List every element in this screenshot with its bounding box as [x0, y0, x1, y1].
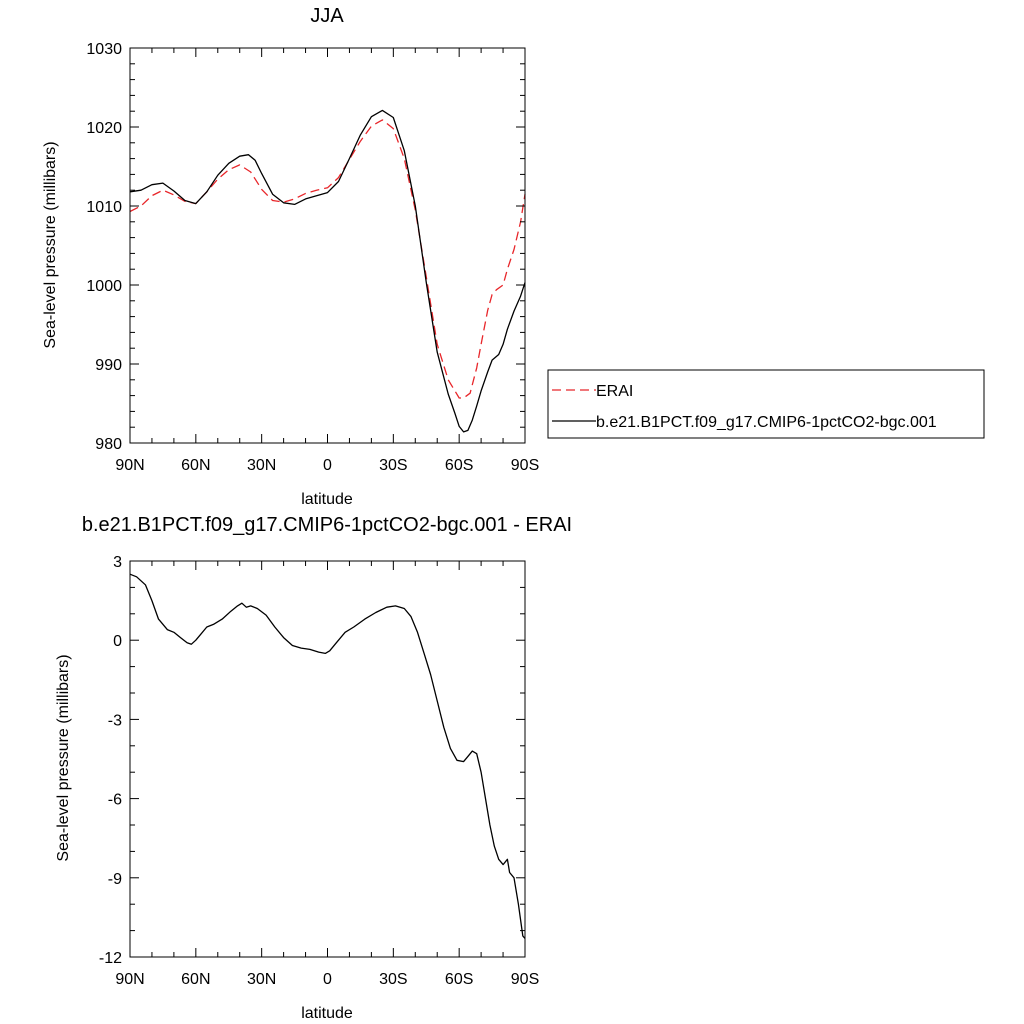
bottom-y-tick-label: 0	[113, 633, 122, 650]
top-y-tick-label: 1000	[86, 278, 122, 295]
top-series-line-1	[129, 109, 526, 433]
bottom-y-axis-label: Sea-level pressure (millibars)	[55, 654, 72, 861]
top-chart-title: JJA	[310, 5, 344, 27]
bottom-x-tick-label: 60N	[181, 971, 210, 988]
bottom-x-tick-label: 30N	[247, 971, 276, 988]
top-x-axis-label: latitude	[301, 491, 353, 508]
top-axes: 90N 60N 30N 0 30S 60S 90S 980 990 1000 1010 1020 103…	[86, 41, 539, 474]
top-x-tick-label: 60N	[181, 457, 210, 474]
bottom-axes: 90N 60N 30N 0 30S 60S 90S -12 -9 -6 -3 0 3	[99, 554, 539, 988]
bottom-x-tick-label: 30S	[379, 971, 407, 988]
bottom-y-tick-label: -6	[108, 792, 122, 809]
top-x-tick-label: 60S	[445, 457, 473, 474]
legend: ERAI b.e21.B1PCT.f09_g17.CMIP6-1pctCO2-b…	[547, 369, 985, 439]
bottom-x-tick-label: 90S	[511, 971, 539, 988]
bottom-panel: b.e21.B1PCT.f09_g17.CMIP6-1pctCO2-bgc.00…	[55, 514, 572, 1022]
legend-model-label: b.e21.B1PCT.f09_g17.CMIP6-1pctCO2-bgc.00…	[596, 414, 937, 431]
bottom-y-tick-label: 3	[113, 554, 122, 571]
top-x-tick-label: 90N	[115, 457, 144, 474]
top-x-tick-label: 90S	[511, 457, 539, 474]
top-x-tick-label: 30S	[379, 457, 407, 474]
bottom-y-tick-label: -3	[108, 712, 122, 729]
top-x-tick-label: 30N	[247, 457, 276, 474]
top-y-tick-label: 1030	[86, 41, 122, 58]
top-y-tick-label: 990	[95, 357, 122, 374]
bottom-y-tick-label: -9	[108, 871, 122, 888]
top-y-tick-label: 980	[95, 436, 122, 453]
bottom-series-line-0	[129, 573, 526, 939]
bottom-chart-title: b.e21.B1PCT.f09_g17.CMIP6-1pctCO2-bgc.00…	[82, 514, 572, 536]
bottom-series-group	[129, 573, 526, 939]
bottom-x-tick-label: 60S	[445, 971, 473, 988]
top-x-tick-label: 0	[323, 457, 332, 474]
top-panel: JJA 90N 60N 30N 0 30S 60S 90S 980 990 1000 1010 102…	[42, 5, 985, 508]
legend-erai-label: ERAI	[596, 383, 633, 400]
top-y-tick-label: 1010	[86, 199, 122, 216]
bottom-y-tick-label: -12	[99, 950, 122, 967]
bottom-x-axis-label: latitude	[301, 1005, 353, 1022]
top-series-line-0	[129, 119, 526, 399]
legend-box	[547, 369, 985, 439]
top-y-tick-label: 1020	[86, 120, 122, 137]
top-y-axis-label: Sea-level pressure (millibars)	[42, 141, 59, 348]
bottom-x-tick-label: 0	[323, 971, 332, 988]
top-series-group	[129, 109, 526, 433]
bottom-x-tick-label: 90N	[115, 971, 144, 988]
top-plot-frame	[129, 47, 526, 444]
